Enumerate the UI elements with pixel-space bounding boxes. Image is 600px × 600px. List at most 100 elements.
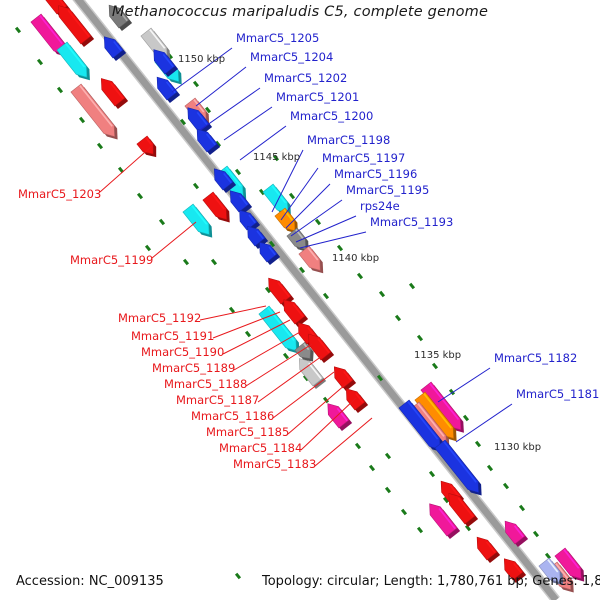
gene-label-mmarc5-1196[interactable]: MmarC5_1196: [334, 167, 418, 181]
gene-glyph[interactable]: [108, 4, 133, 31]
feature-tick-mark: [400, 508, 408, 516]
gene-label-leader-line: [199, 87, 261, 131]
gene-glyph[interactable]: [156, 76, 181, 103]
gene-glyph-highlight: [225, 167, 242, 187]
gene-glyph[interactable]: [56, 41, 90, 81]
gene-label-mmarc5-1202[interactable]: MmarC5_1202: [264, 71, 348, 85]
gene-label-leader-line: [195, 66, 247, 107]
gene-glyph-highlight: [513, 525, 524, 538]
gene-glyph[interactable]: [538, 557, 564, 586]
gene-glyph[interactable]: [429, 503, 461, 539]
feature-tick-mark: [486, 464, 494, 472]
gene-glyph[interactable]: [503, 558, 527, 583]
gene-glyph[interactable]: [398, 399, 444, 453]
gene-glyph[interactable]: [202, 191, 230, 223]
gene-glyph[interactable]: [554, 547, 585, 582]
gene-label-leader-line: [280, 167, 319, 221]
feature-tick-mark: [384, 486, 392, 494]
gene-glyph-body: [196, 128, 218, 153]
gene-glyph-body: [434, 439, 479, 493]
gene-label-mmarc5-1201[interactable]: MmarC5_1201: [276, 90, 360, 104]
gene-label-mmarc5-1198[interactable]: MmarC5_1198: [307, 133, 391, 147]
gene-label-mmarc5-1200[interactable]: MmarC5_1200: [290, 109, 374, 123]
gene-glyph[interactable]: [30, 13, 68, 57]
gene-label-mmarc5-1183[interactable]: MmarC5_1183: [233, 457, 317, 471]
gene-glyph-body: [202, 191, 228, 220]
gene-label-mmarc5-1182[interactable]: MmarC5_1182: [494, 351, 578, 365]
gene-glyph[interactable]: [70, 83, 118, 140]
gene-glyph-highlight: [449, 485, 460, 498]
gene-glyph[interactable]: [196, 128, 221, 155]
gene-label-leader-line: [437, 367, 491, 403]
gene-label-leader-line: [272, 371, 335, 419]
gene-glyph[interactable]: [504, 520, 529, 547]
gene-glyph-highlight: [211, 193, 225, 210]
gene-glyph[interactable]: [58, 5, 95, 48]
gene-label-leader-line: [223, 106, 273, 141]
gene-label-mmarc5-1181[interactable]: MmarC5_1181: [516, 387, 600, 401]
gene-glyph[interactable]: [414, 391, 457, 442]
gene-glyph[interactable]: [136, 135, 157, 158]
gene-glyph[interactable]: [448, 492, 479, 527]
gene-label-mmarc5-1184[interactable]: MmarC5_1184: [219, 441, 303, 455]
gene-glyph[interactable]: [213, 168, 237, 193]
gene-glyph-highlight: [307, 326, 316, 338]
gene-label-mmarc5-1191[interactable]: MmarC5_1191: [131, 329, 215, 343]
gene-label-mmarc5-1204[interactable]: MmarC5_1204: [250, 50, 334, 64]
gene-label-mmarc5-1205[interactable]: MmarC5_1205: [236, 31, 320, 45]
gene-glyph[interactable]: [434, 439, 482, 496]
gene-glyph-body: [327, 403, 350, 429]
gene-label-mmarc5-1188[interactable]: MmarC5_1188: [164, 377, 248, 391]
gene-label-mmarc5-1199[interactable]: MmarC5_1199: [70, 253, 154, 267]
gene-glyph[interactable]: [239, 209, 261, 233]
gene-label-mmarc5-1186[interactable]: MmarC5_1186: [191, 409, 275, 423]
gene-glyph[interactable]: [327, 403, 353, 431]
gene-glyph[interactable]: [476, 536, 501, 563]
gene-label-mmarc5-1203[interactable]: MmarC5_1203: [18, 187, 102, 201]
gene-glyph-highlight: [268, 246, 276, 256]
gene-label-leader-line: [257, 355, 323, 403]
gene-glyph[interactable]: [182, 203, 213, 238]
genome-backbone[interactable]: [74, 0, 559, 600]
gene-label-leader-line: [245, 343, 313, 387]
gene-glyph[interactable]: [298, 245, 324, 274]
gene-glyph[interactable]: [259, 241, 281, 265]
gene-glyph[interactable]: [286, 227, 309, 253]
gene-label-mmarc5-1197[interactable]: MmarC5_1197: [322, 151, 406, 165]
feature-tick-mark: [322, 396, 330, 404]
gene-label-mmarc5-1185[interactable]: MmarC5_1185: [206, 425, 290, 439]
gene-label-mmarc5-1190[interactable]: MmarC5_1190: [141, 345, 225, 359]
gene-label-mmarc5-1187[interactable]: MmarC5_1187: [176, 393, 260, 407]
gene-glyph[interactable]: [345, 388, 369, 413]
feature-tick-mark: [210, 258, 218, 266]
gene-glyph-highlight: [149, 29, 166, 49]
gene-glyph[interactable]: [283, 299, 309, 327]
gene-glyph[interactable]: [333, 366, 357, 391]
gene-label-leader-line: [314, 417, 373, 467]
gene-glyph-body: [259, 241, 278, 263]
gene-label-mmarc5-1193[interactable]: MmarC5_1193: [370, 215, 454, 229]
gene-glyph[interactable]: [100, 78, 129, 110]
gene-label-mmarc5-1195[interactable]: MmarC5_1195: [346, 183, 430, 197]
gene-glyph-highlight: [307, 247, 319, 261]
gene-glyph[interactable]: [153, 49, 179, 77]
gene-glyph-highlight: [256, 230, 264, 240]
gene-label-rps24e[interactable]: rps24e: [360, 199, 400, 213]
gene-glyph[interactable]: [229, 190, 253, 215]
gene-glyph-highlight: [547, 559, 559, 573]
gene-glyph[interactable]: [268, 277, 295, 307]
gene-glyph-body: [153, 49, 176, 75]
gene-glyph[interactable]: [308, 333, 335, 363]
gene-glyph-body: [345, 388, 366, 411]
gene-glyph-highlight: [67, 9, 90, 38]
feature-tick-mark: [192, 80, 200, 88]
gene-glyph[interactable]: [103, 36, 127, 61]
gene-label-mmarc5-1192[interactable]: MmarC5_1192: [118, 311, 202, 325]
gene-glyph-body: [554, 547, 582, 580]
gene-glyph-highlight: [343, 370, 352, 382]
gene-glyph-highlight: [39, 15, 63, 45]
gene-glyph[interactable]: [420, 381, 464, 433]
gene-glyph-highlight: [191, 205, 208, 225]
gene-label-mmarc5-1189[interactable]: MmarC5_1189: [152, 361, 236, 375]
